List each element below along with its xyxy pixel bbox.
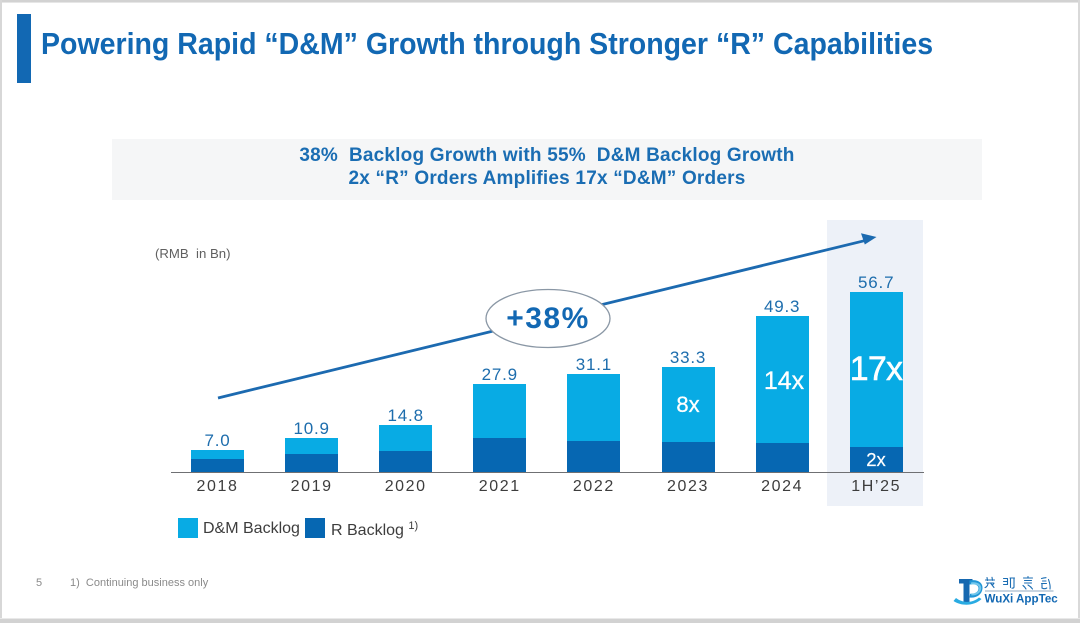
svg-text:WuXi AppTec: WuXi AppTec	[985, 593, 1059, 606]
